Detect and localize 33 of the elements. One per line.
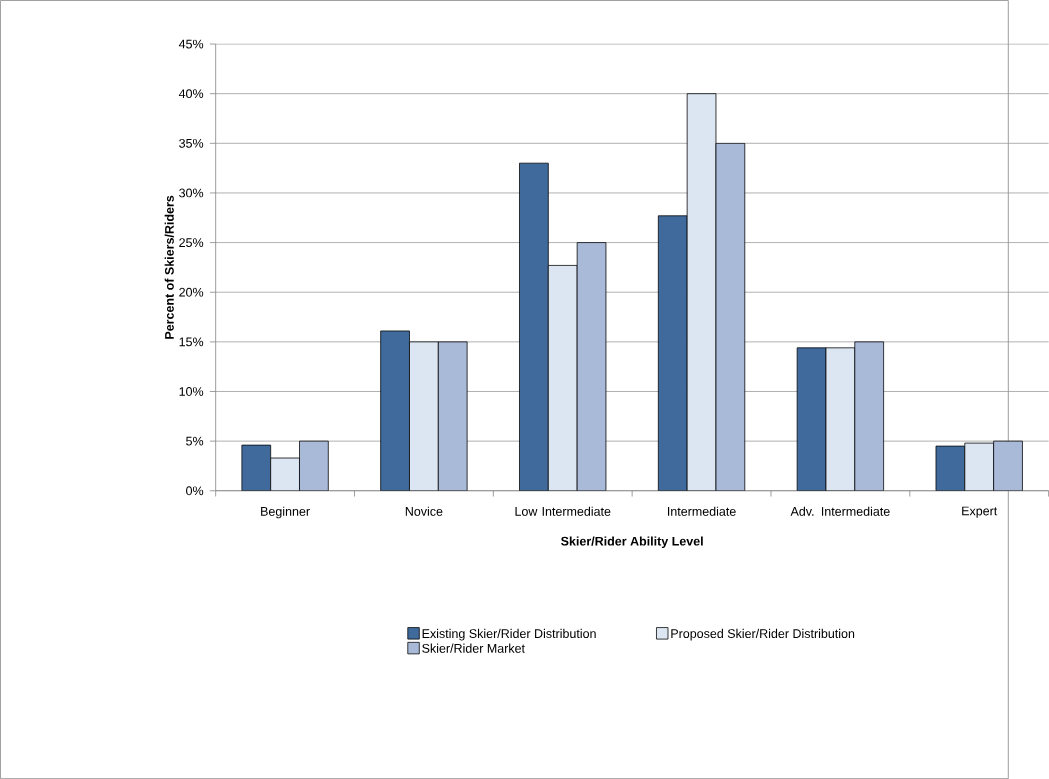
y-tick-label: 30%	[179, 188, 204, 198]
y-tick-label: 35%	[179, 138, 204, 148]
bar	[547, 264, 578, 491]
y-axis-title: Percent of Skiers/Riders	[164, 195, 174, 339]
y-tick-label: 5%	[186, 436, 204, 446]
y-tick-label: 25%	[179, 238, 204, 247]
y-tick-label: 0%	[186, 486, 204, 496]
legend-label: Skier/Rider Market	[422, 643, 525, 653]
y-tick-label: 20%	[179, 287, 204, 297]
x-tick-label: Beginner	[261, 506, 310, 519]
x-tick-label: Intermediate	[668, 506, 736, 516]
bar	[409, 341, 439, 491]
legend-label: Existing Skier/Rider Distribution	[422, 628, 596, 641]
bar	[270, 457, 300, 491]
y-tick-label: 15%	[179, 337, 204, 347]
x-tick-label: Low Intermediate	[515, 506, 611, 516]
legend-label: Proposed Skier/Rider Distribution	[671, 628, 855, 641]
bar	[380, 330, 410, 491]
bar	[657, 215, 688, 491]
x-tick-label: Expert	[962, 506, 998, 518]
x-tick-label: Novice	[405, 506, 443, 516]
bar	[519, 162, 549, 491]
x-axis-title: Skier/Rider Ability Level	[561, 536, 703, 548]
bar	[241, 444, 272, 491]
bar	[825, 347, 856, 491]
bar	[796, 347, 827, 491]
y-tick-label: 10%	[179, 387, 204, 396]
bar	[935, 445, 966, 491]
bar	[686, 93, 717, 491]
bar	[964, 442, 995, 491]
x-tick-label: Adv. Intermediate	[790, 506, 890, 516]
y-tick-label: 45%	[178, 39, 204, 49]
y-tick-label: 40%	[178, 89, 204, 99]
